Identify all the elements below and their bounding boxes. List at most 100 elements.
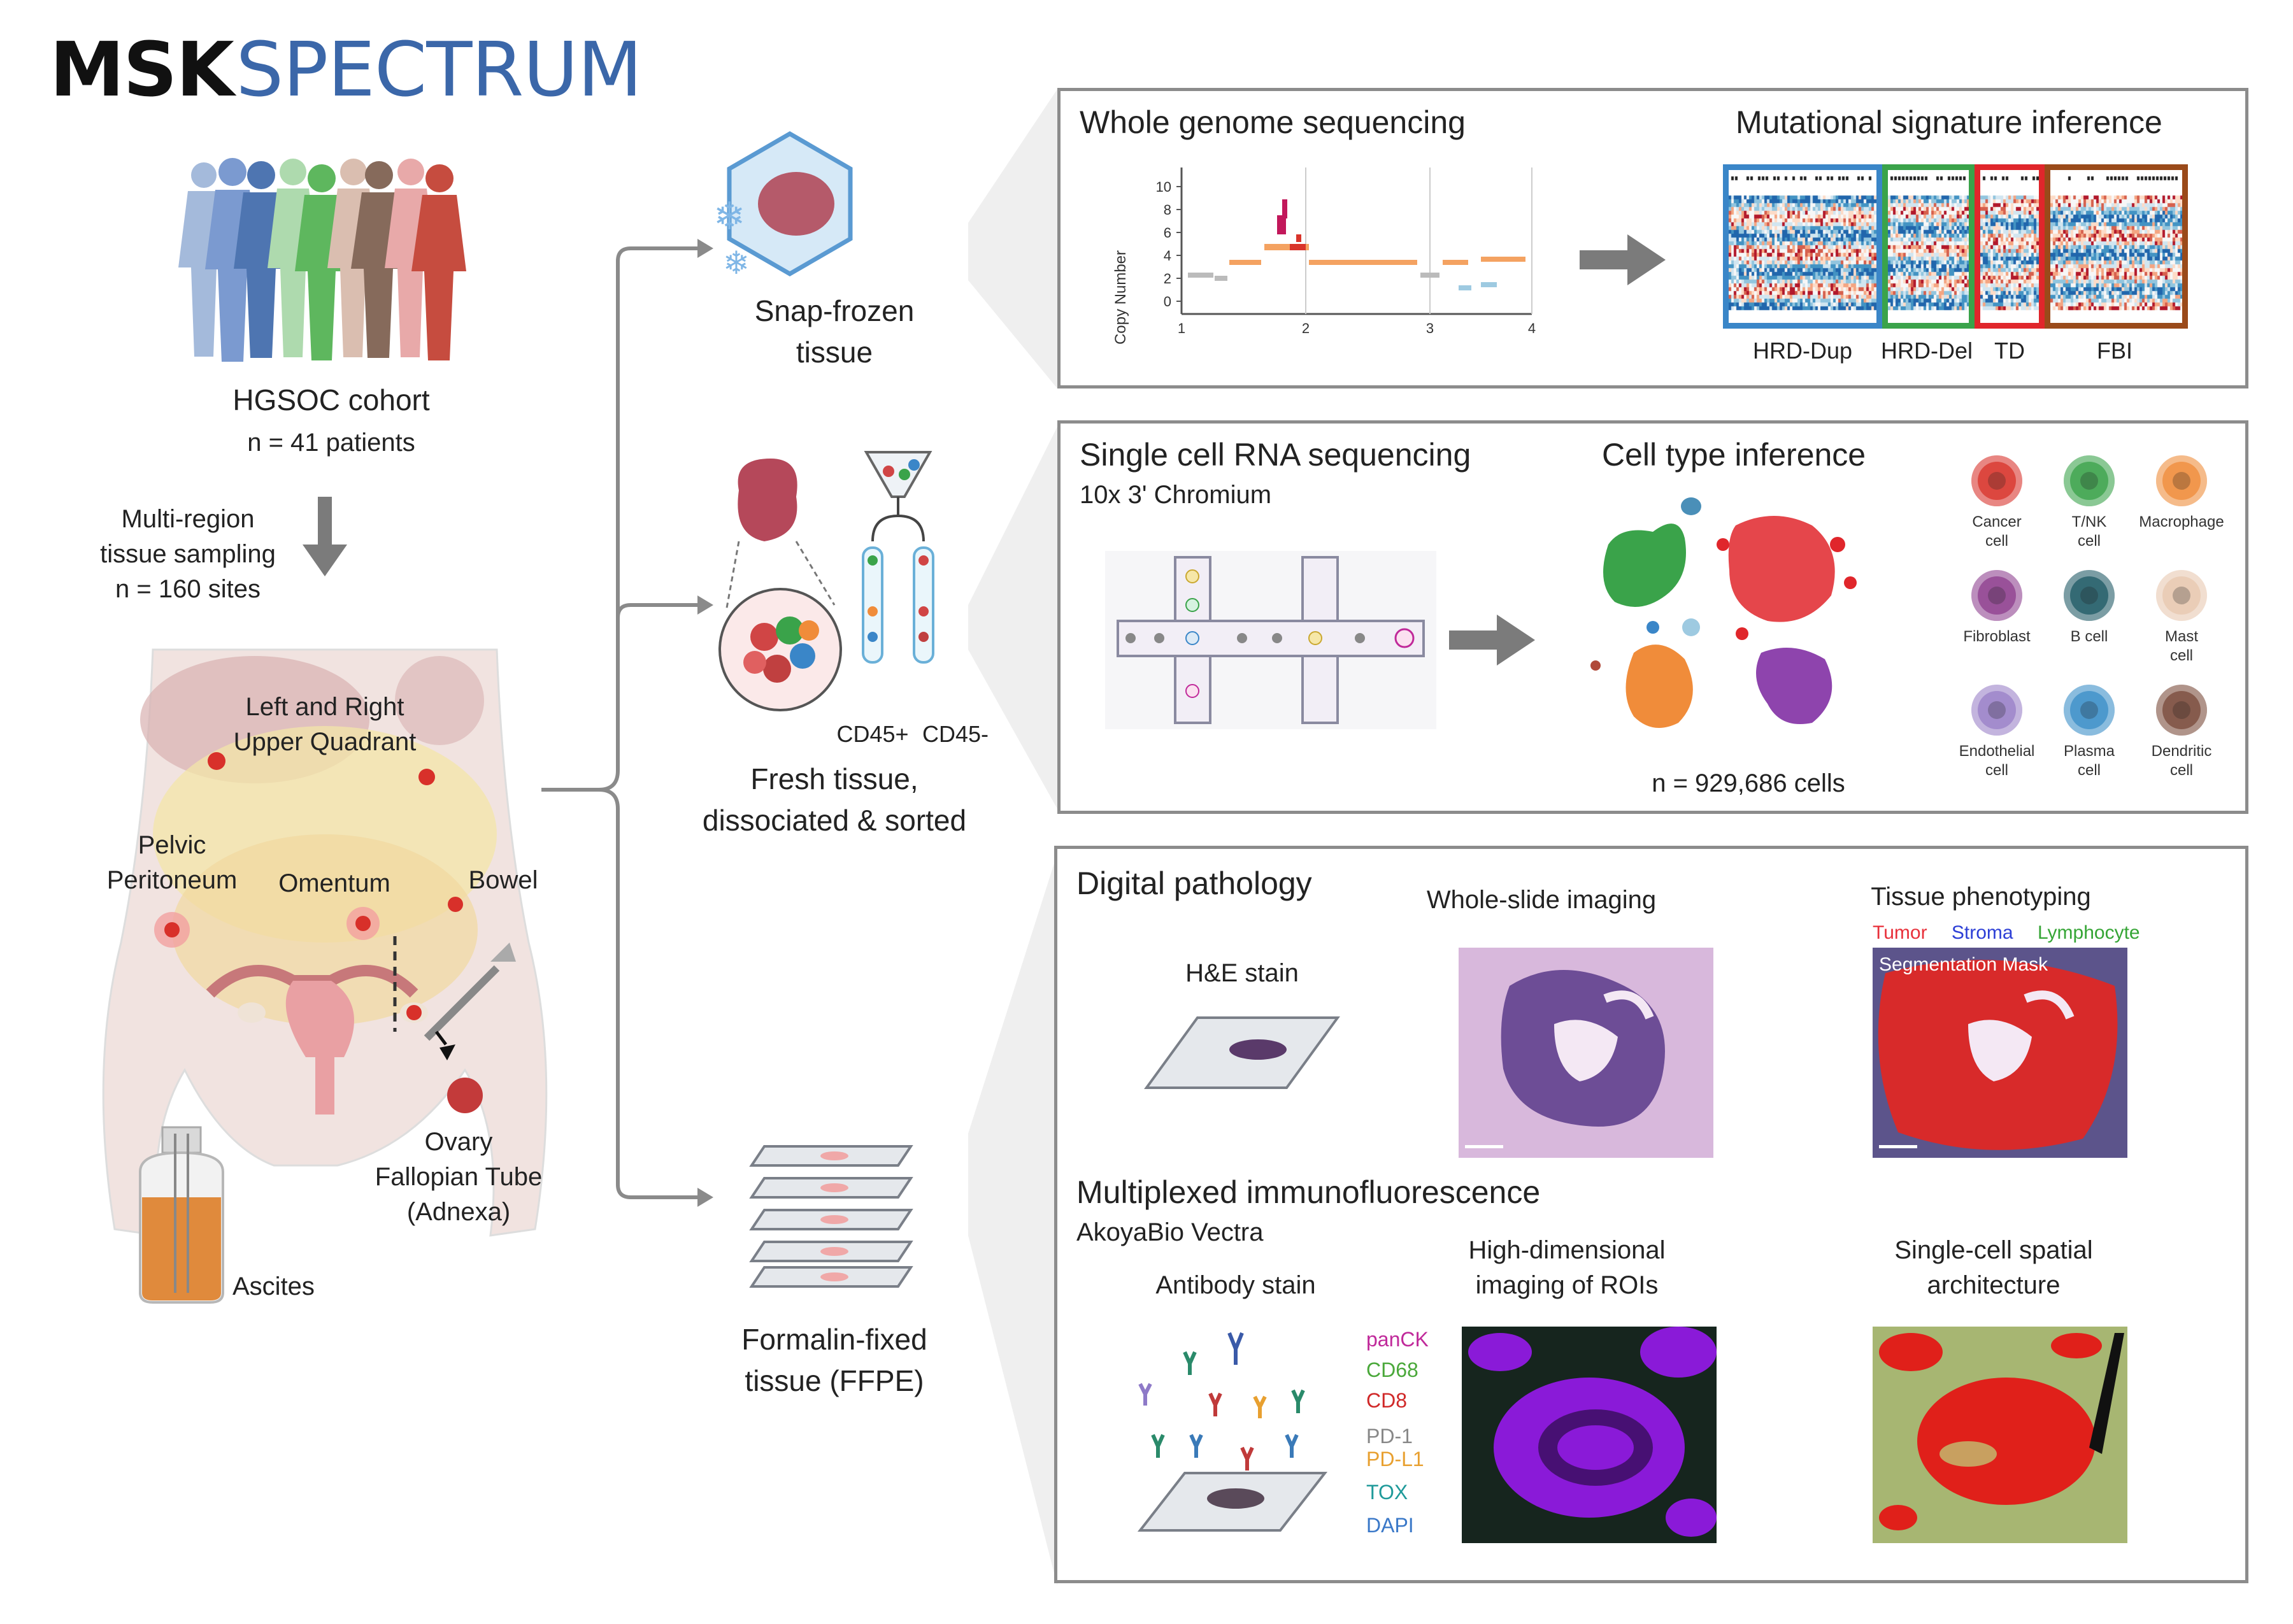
cancer-cell-icon xyxy=(1971,455,2022,506)
cell-nucleus xyxy=(2173,701,2190,719)
cell-nucleus xyxy=(1988,587,2006,604)
logo-spectrum: SPECTRUM xyxy=(236,25,642,113)
cell-type-label: cell xyxy=(1985,762,2008,779)
cell-type-label: Endothelial xyxy=(1959,743,2035,760)
umap-plot xyxy=(1590,497,1857,728)
spatial-map-image xyxy=(1873,1327,2127,1543)
sig-label-hrd-del: HRD-Del xyxy=(1881,338,1973,364)
cell-type-label: cell xyxy=(2169,647,2193,664)
wsi-label: Whole-slide imaging xyxy=(1426,886,1657,914)
sampling-line2: tissue sampling xyxy=(100,540,276,568)
fresh-line1: Fresh tissue, xyxy=(750,762,918,795)
cell-type-label: Dendritic xyxy=(2151,743,2212,760)
cell-nucleus xyxy=(1988,701,2006,719)
marker-label: PD-L1 xyxy=(1366,1448,1424,1471)
antibody-illustration xyxy=(1137,1332,1328,1532)
wgs-title: Whole genome sequencing xyxy=(1080,104,1466,140)
scrna-panel: Single cell RNA sequencing 10x 3' Chromi… xyxy=(1057,420,2248,814)
sig-label-td: TD xyxy=(1994,338,2025,364)
site-pelvic-line2: Peritoneum xyxy=(106,866,238,894)
b-cell-icon xyxy=(2064,570,2115,621)
sc-line1: Single-cell spatial xyxy=(1894,1236,2093,1264)
heatmap-cells xyxy=(1729,170,1876,323)
x-tick-label: 1 xyxy=(1178,320,1185,336)
logo-msk: MSK xyxy=(50,25,234,113)
segmentation-mask-label: Segmentation Mask xyxy=(1879,954,2048,975)
snap-frozen-hexagon: ❄ ❄ xyxy=(713,131,853,280)
plasma-cell-icon xyxy=(2064,685,2115,736)
y-tick-label: 0 xyxy=(1164,294,1171,310)
fresh-line2: dissociated & sorted xyxy=(702,804,967,837)
cn-ylabel-holder: Copy Number xyxy=(1108,238,1134,365)
cell-type-label: cell xyxy=(2077,532,2101,550)
heatmap-cells xyxy=(1888,170,1969,323)
y-tick-label: 4 xyxy=(1164,248,1171,264)
branch-arrows xyxy=(541,239,713,1207)
heatmap-fbi xyxy=(2045,164,2188,329)
cd45-negative-label: CD45- xyxy=(922,721,989,747)
marker-label: DAPI xyxy=(1366,1514,1414,1537)
sc-line2: architecture xyxy=(1927,1271,2061,1299)
legend-stroma: Stroma xyxy=(1951,922,2013,943)
panel-connector-wedges xyxy=(968,89,1057,1586)
cell-type-label: Macrophage xyxy=(2139,513,2224,531)
patient-cohort-figures xyxy=(178,158,466,362)
y-ticks: 0 2 4 6 8 10 xyxy=(1156,179,1182,310)
cell-type-legend: Cancer cell T/NK cell Macrophage Fibroblast B … xyxy=(1946,449,2226,806)
he-slide xyxy=(1144,1016,1340,1089)
marker-label: CD68 xyxy=(1366,1358,1418,1381)
down-arrow-icon xyxy=(303,497,347,576)
fibroblast-icon xyxy=(1971,570,2022,621)
y-tick-label: 6 xyxy=(1164,225,1171,241)
cell-type-label: cell xyxy=(2077,762,2101,779)
cohort-count: n = 41 patients xyxy=(247,429,415,457)
mif-image xyxy=(1462,1327,1717,1543)
signature-title: Mutational signature inference xyxy=(1736,104,2162,140)
microfluidic-chip xyxy=(1105,551,1436,729)
cell-type-label: Fibroblast xyxy=(1963,628,2031,645)
y-tick-label: 10 xyxy=(1156,179,1171,195)
endothelial-cell-icon xyxy=(1971,685,2022,736)
phenotyping-image xyxy=(1873,948,2127,1158)
cell-nucleus xyxy=(2080,701,2098,719)
svg-text:❄: ❄ xyxy=(723,245,750,280)
copy-number-ylabel: Copy Number xyxy=(1112,250,1129,345)
x-tick-label: 3 xyxy=(1426,320,1434,336)
heatmap-td xyxy=(1975,164,2045,329)
cell-type-inference-title: Cell type inference xyxy=(1602,437,1866,473)
legend-lymphocyte: Lymphocyte xyxy=(2037,922,2140,943)
legend-tumor: Tumor xyxy=(1873,922,1927,943)
sampling-line1: Multi-region xyxy=(121,505,255,533)
cd45-positive-label: CD45+ xyxy=(836,721,909,747)
sampling-line3: n = 160 sites xyxy=(115,575,261,603)
ascites-bottle xyxy=(139,1126,224,1304)
he-image xyxy=(1459,948,1713,1158)
marker-label: CD8 xyxy=(1366,1389,1408,1412)
marker-legend: panCK CD68 CD8 PD-1 PD-L1 TOX DAPI xyxy=(1366,1327,1490,1543)
macrophage-icon xyxy=(2156,455,2207,506)
phenotyping-label: Tissue phenotyping xyxy=(1871,883,2091,911)
sig-label-hrd-dup: HRD-Dup xyxy=(1752,338,1853,364)
scrna-right-arrow-icon xyxy=(1449,615,1535,666)
cell-type-label: B cell xyxy=(2070,628,2108,645)
site-adnexa-line2: Fallopian Tube xyxy=(375,1163,543,1191)
marker-label: PD-1 xyxy=(1366,1425,1413,1448)
cell-type-label: cell xyxy=(1985,532,2008,550)
scrna-subtitle: 10x 3' Chromium xyxy=(1080,481,1272,509)
hd-line1: High-dimensional xyxy=(1468,1236,1666,1264)
site-bowel: Bowel xyxy=(468,866,538,894)
pathology-panel: Digital pathology Whole-slide imaging Ti… xyxy=(1054,846,2248,1583)
wgs-right-arrow-icon xyxy=(1580,234,1666,285)
heatmap-hrd-del xyxy=(1882,164,1975,329)
heatmap-cells xyxy=(2050,170,2182,323)
site-omentum: Omentum xyxy=(278,869,390,897)
sig-label-fbi: FBI xyxy=(2096,338,2132,364)
snap-line2: tissue xyxy=(796,336,873,369)
cell-type-label: Cancer xyxy=(1972,513,2022,531)
site-luq-line2: Upper Quadrant xyxy=(233,728,417,756)
cell-type-label: Plasma xyxy=(2063,743,2115,760)
ffpe-line2: tissue (FFPE) xyxy=(745,1364,924,1397)
marker-label: panCK xyxy=(1366,1328,1429,1351)
anatomy-illustration xyxy=(102,648,548,1237)
